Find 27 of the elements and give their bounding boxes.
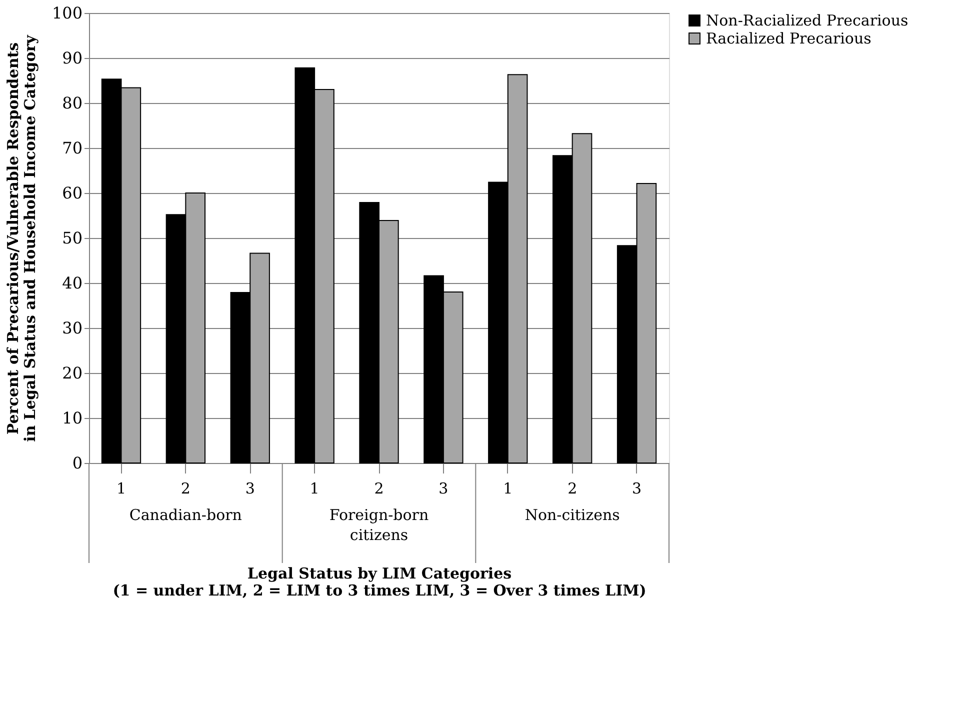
y-tick-label: 20 <box>62 364 82 382</box>
x-tick-label: 3 <box>245 480 255 498</box>
y-tick-label: 40 <box>62 274 82 292</box>
y-tick-label: 0 <box>72 454 82 472</box>
x-tick-label: 3 <box>438 480 448 498</box>
x-tick-label: 2 <box>568 480 578 498</box>
y-tick-label: 90 <box>62 48 82 68</box>
x-tick-label: 1 <box>310 480 320 498</box>
y-tick-label: 60 <box>62 184 82 202</box>
x-tick-label: 2 <box>374 480 384 498</box>
text: Canadian-born <box>129 506 242 524</box>
legend-label: Racialized Precarious <box>706 30 872 48</box>
y-tick-label: 70 <box>62 138 82 158</box>
x-tick-label: 3 <box>632 480 642 498</box>
y-tick-label: 80 <box>62 94 82 112</box>
x-tick-label: 2 <box>180 480 190 498</box>
text: Foreign-born citizens <box>329 506 429 544</box>
y-axis-title: Percent of Precarious/Vulnerable Respondents in Legal Status and Household Income Category <box>4 34 39 442</box>
y-tick-label: 10 <box>62 408 82 428</box>
y-tick-label: 30 <box>62 318 82 338</box>
x-tick-label: 1 <box>503 480 513 498</box>
x-tick-label: 1 <box>116 480 126 498</box>
text: Non-citizens <box>524 506 620 524</box>
legend-label: Non-Racialized Precarious <box>706 12 908 30</box>
y-tick-label: 100 <box>52 4 82 22</box>
y-tick-label: 50 <box>62 228 82 248</box>
x-axis-title: Legal Status by LIM Categories (1 = under LIM, 2 = LIM to 3 times LIM, 3 = Over 3 times LIM) <box>112 564 646 600</box>
